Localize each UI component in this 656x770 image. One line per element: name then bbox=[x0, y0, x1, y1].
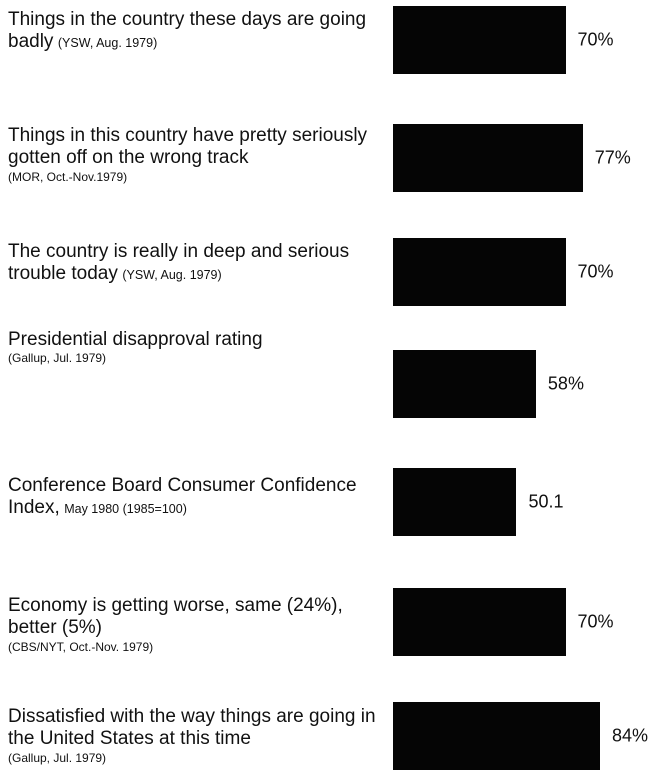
bar bbox=[393, 468, 517, 536]
bar-label-text: Economy is getting worse, same (24%), be… bbox=[8, 595, 343, 639]
bar-value-label: 70% bbox=[577, 611, 614, 632]
bar bbox=[393, 238, 566, 306]
bar-label-source: (CBS/NYT, Oct.-Nov. 1979) bbox=[8, 639, 154, 654]
bar-label-text: Dissatisfied with the way things are goi… bbox=[8, 706, 376, 750]
bar-label: Economy is getting worse, same (24%), be… bbox=[8, 595, 388, 654]
bar-label-source: (YSW, Aug. 1979) bbox=[57, 36, 158, 51]
bar bbox=[393, 350, 536, 418]
bar-label-source: (MOR, Oct.-Nov.1979) bbox=[8, 169, 128, 184]
bar bbox=[393, 6, 566, 74]
bar-label: The country is really in deep and seriou… bbox=[8, 241, 388, 286]
bar-label-text: The country is really in deep and seriou… bbox=[8, 241, 350, 285]
bar-label: Things in the country these days are goi… bbox=[8, 9, 388, 54]
bar-label: Things in this country have pretty serio… bbox=[8, 125, 388, 184]
bar-value-label: 84% bbox=[612, 725, 649, 746]
bar-label-text: Conference Board Consumer Confidence Ind… bbox=[8, 475, 357, 519]
bar-label-source: (YSW, Aug. 1979) bbox=[122, 268, 222, 283]
bar bbox=[393, 124, 583, 192]
bar-value-label: 70% bbox=[577, 261, 614, 282]
bar-label-source: (Gallup, Jul. 1979) bbox=[8, 750, 107, 765]
bar bbox=[393, 702, 600, 770]
bar-value-label: 58% bbox=[547, 373, 584, 394]
bar-label-source: May 1980 (1985=100) bbox=[64, 502, 187, 517]
bar-label-text: Things in the country these days are goi… bbox=[8, 9, 367, 53]
bar-label: Conference Board Consumer Confidence Ind… bbox=[8, 475, 388, 520]
bar-label-source: (Gallup, Jul. 1979) bbox=[8, 351, 107, 366]
bar-label: Dissatisfied with the way things are goi… bbox=[8, 706, 388, 765]
bar-label-text: Things in this country have pretty serio… bbox=[8, 125, 368, 169]
bar bbox=[393, 588, 566, 656]
bar-label: Presidential disapproval rating (Gallup, … bbox=[8, 329, 388, 366]
bar-value-label: 70% bbox=[577, 29, 614, 50]
bar-label-text: Presidential disapproval rating bbox=[8, 329, 263, 350]
bar-value-label: 77% bbox=[594, 147, 631, 168]
bar-value-label: 50.1 bbox=[528, 491, 564, 512]
